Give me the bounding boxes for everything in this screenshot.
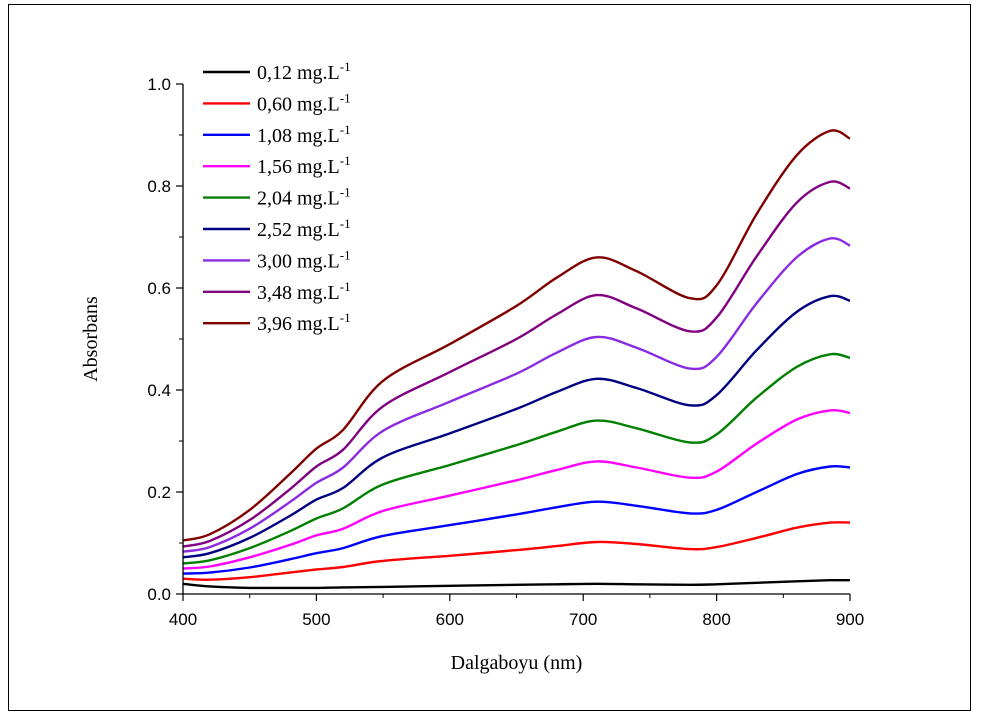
series-line-1 [182,578,851,590]
series-line-9 [182,129,851,542]
axes: 400 500 600 700 800 900 0.0 0.2 0.4 0.6 0.8 1.0 [147,75,864,629]
y-tick-label: 0.6 [147,279,171,298]
series-line-2 [182,521,851,581]
legend-label-8: 3,48 mg.L-1 [257,279,351,304]
series-line-7 [182,237,851,553]
legend-label-4: 1,56 mg.L-1 [257,153,351,178]
y-tick-label: 0.8 [147,177,171,196]
y-tick-label: 0.2 [147,483,171,502]
legend: 0,12 mg.L-1 0,60 mg.L-1 1,08 mg.L-1 1,56 mg… [203,59,351,335]
x-tick-label: 500 [302,610,330,629]
x-tick-label: 700 [569,610,597,629]
y-tick-label: 1.0 [147,75,171,94]
legend-label-5: 2,04 mg.L-1 [257,185,351,210]
series-line-4 [182,408,851,570]
x-tick-label: 600 [436,610,464,629]
legend-label-6: 2,52 mg.L-1 [257,216,351,241]
legend-label-7: 3,00 mg.L-1 [257,247,351,272]
x-tick-label: 800 [702,610,730,629]
plot-area [182,129,851,590]
legend-label-3: 1,08 mg.L-1 [257,122,351,147]
series-line-6 [182,294,851,559]
series-line-8 [182,180,851,548]
x-tick-label: 900 [836,610,864,629]
legend-label-1: 0,12 mg.L-1 [257,59,351,84]
series-line-3 [182,464,851,575]
y-tick-label: 0.0 [147,585,171,604]
x-tick-label: 400 [169,610,197,629]
x-axis-label: Dalgaboyu (nm) [451,652,583,674]
figure-frame [8,4,971,711]
legend-label-2: 0,60 mg.L-1 [257,90,351,115]
y-tick-label: 0.4 [147,381,171,400]
legend-label-9: 3,96 mg.L-1 [257,310,351,335]
y-axis-label: Absorbans [80,296,102,382]
series-line-5 [182,352,851,565]
